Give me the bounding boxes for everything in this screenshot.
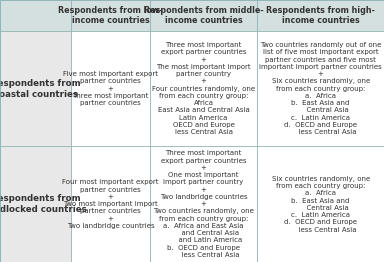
Bar bbox=[257, 146, 384, 262]
Bar bbox=[150, 31, 257, 146]
Bar bbox=[71, 0, 150, 31]
Text: Respondents from
coastal countries: Respondents from coastal countries bbox=[0, 79, 80, 99]
Bar bbox=[150, 0, 257, 31]
Text: Respondents from high-
income countries: Respondents from high- income countries bbox=[266, 6, 375, 25]
Bar bbox=[257, 0, 384, 31]
Text: Three most important
export partner countries
+
One most important
import partne: Three most important export partner coun… bbox=[153, 150, 254, 258]
Text: Respondents from low-
income countries: Respondents from low- income countries bbox=[58, 6, 163, 25]
Bar bbox=[0, 0, 71, 31]
Text: Respondents from
landlocked countries: Respondents from landlocked countries bbox=[0, 194, 86, 214]
Text: Four most important export
partner countries
+
Two most important import
partner: Four most important export partner count… bbox=[62, 179, 159, 229]
Text: Respondents from middle-
income countries: Respondents from middle- income countrie… bbox=[144, 6, 263, 25]
Text: Two countries randomly out of one
list of five most important export
partner cou: Two countries randomly out of one list o… bbox=[259, 42, 382, 135]
Text: Six countries randomly, one
from each country group:
a.  Africa
b.  East Asia an: Six countries randomly, one from each co… bbox=[271, 176, 370, 233]
Bar bbox=[71, 31, 150, 146]
Text: Three most important
export partner countries
+
The most important import
partne: Three most important export partner coun… bbox=[152, 42, 255, 135]
Bar bbox=[71, 146, 150, 262]
Bar bbox=[150, 146, 257, 262]
Bar bbox=[257, 31, 384, 146]
Bar bbox=[0, 146, 71, 262]
Bar bbox=[0, 31, 71, 146]
Text: Five most important export
partner countries
+
Three most important
partner coun: Five most important export partner count… bbox=[63, 71, 158, 106]
